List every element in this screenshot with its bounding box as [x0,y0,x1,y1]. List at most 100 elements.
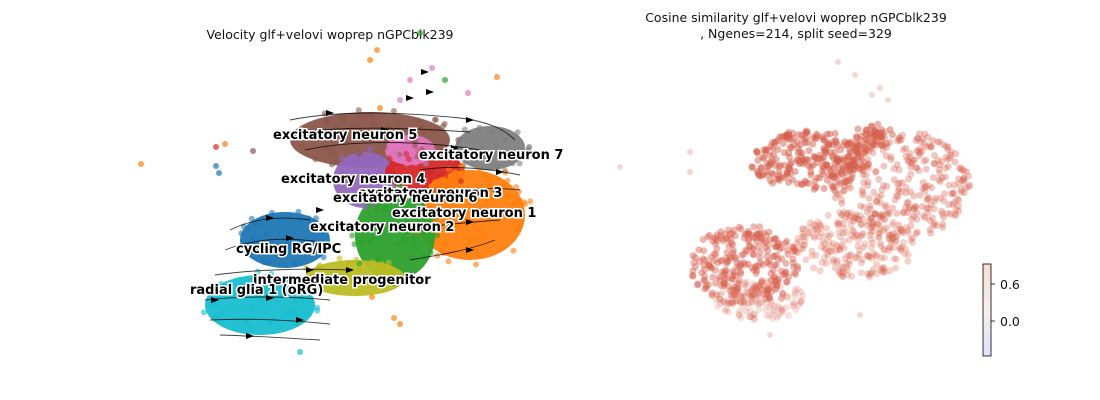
cell-point [362,204,369,211]
cell-point [944,143,952,151]
cell-point [748,299,756,307]
cell-point [722,266,730,274]
cell-point [388,142,395,149]
cell-point [790,245,798,253]
streamline-arrow [406,95,414,101]
cell-point [777,295,785,302]
cell-point [902,144,910,152]
cell-point [734,297,742,305]
cell-point [215,317,222,324]
cell-point [881,216,889,224]
cell-point [866,271,874,279]
cell-point [923,196,931,204]
cell-point [733,288,741,296]
cell-point [836,209,844,217]
cell-point [248,215,255,222]
cell-point [822,149,830,157]
cell-point [783,292,791,300]
cell-point [792,248,800,256]
cell-point [334,126,341,133]
cell-point [701,285,709,293]
cell-point [743,247,751,255]
cell-point [865,160,872,168]
cell-point [830,172,838,180]
cell-point [888,238,896,246]
cell-point [926,226,934,234]
cell-point [866,205,874,213]
cell-point [729,268,737,275]
cell-point [829,186,837,194]
cell-point [267,318,273,325]
cell-point [837,270,845,278]
cell-point [773,313,781,321]
cell-point [947,210,954,218]
cell-point [718,268,726,276]
cell-point [942,153,950,161]
cell-point [731,232,739,240]
cell-point [952,206,960,214]
cluster-label: excitatory neuron 1 [392,206,536,221]
cell-point [213,144,219,150]
cell-point [745,313,753,320]
cell-point [862,171,870,179]
cell-point [450,202,457,209]
cell-point [824,251,832,259]
cell-point [877,254,885,262]
cell-point [696,257,703,265]
cell-point [822,244,830,252]
cell-point [510,247,517,254]
cell-point [819,237,827,245]
cell-point [858,149,866,157]
cell-point [431,179,438,186]
cell-point [247,323,254,330]
cell-point [700,247,708,255]
cell-point [921,214,929,222]
cell-point [704,260,712,268]
cell-point [735,277,743,285]
cell-point [836,246,844,253]
cell-point [757,163,765,171]
cell-point [772,285,780,293]
cell-point [924,133,932,141]
cell-point [845,216,853,224]
cell-point [778,309,786,317]
cell-point [803,155,811,163]
cell-point [723,258,731,266]
cell-point [841,182,848,190]
colorbar-tick-label: 0.0 [1000,314,1020,329]
cell-point [857,312,863,318]
cell-point [512,201,518,208]
cell-point [748,286,756,294]
cell-point [903,199,911,207]
cell-point [890,165,898,173]
cell-point [767,297,775,305]
cell-point [398,224,405,230]
cell-point [860,243,868,251]
cell-point [734,285,742,292]
cell-point [836,190,843,198]
cell-point [940,213,948,221]
cell-point [834,268,842,276]
cell-point [875,175,883,183]
cell-point [859,171,867,179]
cell-point [766,152,774,159]
cell-point [853,162,861,170]
cell-point [297,349,303,355]
cell-point [896,136,904,144]
cell-point [320,254,327,261]
cell-point [514,223,521,230]
cell-point [737,260,745,268]
cell-point [289,308,295,314]
cell-point [742,246,750,254]
cell-point [869,149,877,157]
cell-point [898,179,906,187]
cell-point [886,243,894,251]
cell-point [746,242,754,250]
cell-point [417,30,423,36]
cell-point [744,237,752,245]
cell-point [720,298,728,306]
cell-point [951,158,959,166]
cell-point [879,211,887,219]
cell-point [750,311,758,319]
cell-point [810,221,818,229]
